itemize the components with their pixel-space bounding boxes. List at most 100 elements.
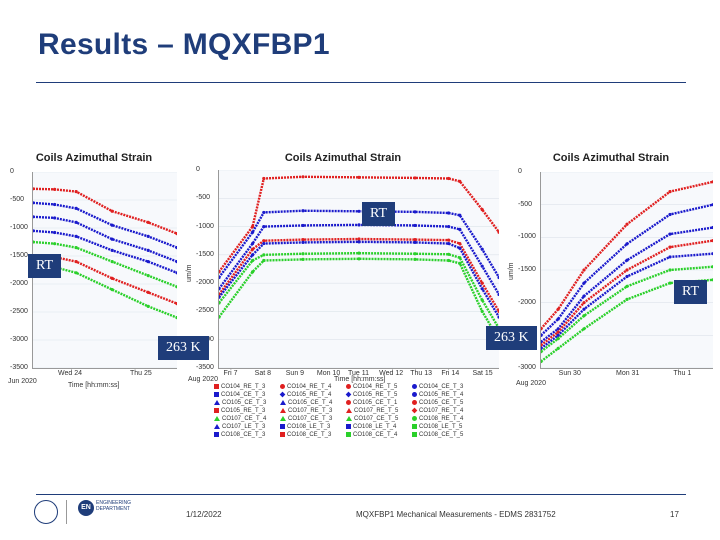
x-tick-label: Fri 7 — [223, 370, 238, 377]
data-point — [480, 298, 484, 302]
legend-label: CO108_CE_T_5 — [419, 432, 464, 439]
data-point — [251, 253, 255, 257]
data-point — [146, 290, 150, 294]
data-point — [668, 268, 672, 272]
legend-marker — [280, 400, 286, 405]
data-point — [74, 246, 78, 250]
data-point — [146, 234, 150, 238]
legend-marker — [346, 416, 352, 421]
y-tick-label: -1500 — [10, 252, 28, 259]
series-line-red — [33, 187, 177, 235]
data-point — [582, 327, 586, 331]
data-point — [53, 202, 57, 207]
data-point — [74, 260, 78, 264]
x-tick-label: Wed 24 — [58, 370, 82, 377]
legend-label: CO105_CE_T_5 — [419, 400, 464, 407]
data-point — [541, 343, 543, 347]
legend-label: CO104_RE_T_4 — [287, 384, 332, 391]
data-point — [33, 240, 35, 244]
series-line-red — [219, 175, 499, 273]
data-point — [447, 258, 451, 263]
data-point — [219, 287, 221, 291]
data-point — [668, 190, 672, 194]
series-line-red — [541, 239, 713, 347]
data-point — [146, 274, 150, 278]
data-point — [541, 327, 543, 331]
data-point — [262, 224, 266, 229]
legend-marker — [280, 432, 285, 437]
data-point — [711, 203, 713, 207]
legend-marker — [280, 384, 285, 389]
legend-label: CO105_CE_T_4 — [288, 400, 333, 407]
legend-item: CO105_CE_T_3 — [214, 400, 266, 406]
data-point — [262, 239, 266, 243]
data-point — [668, 232, 672, 236]
legend-item: CO107_RE_T_4 — [411, 407, 464, 415]
series-line-red — [541, 180, 713, 330]
data-point — [262, 253, 266, 257]
y-axis-label: um/m — [508, 262, 515, 281]
data-point — [33, 201, 35, 205]
data-point — [74, 234, 78, 238]
legend-marker — [412, 432, 417, 437]
data-point — [53, 216, 57, 220]
data-point — [447, 211, 451, 215]
data-point — [413, 237, 417, 242]
chart-legend: CO104_RE_T_3 CO104_RE_T_4 CO104_RE_T_5 CO10… — [214, 384, 474, 440]
data-point — [251, 224, 255, 229]
data-point — [458, 241, 462, 246]
data-point — [541, 340, 543, 344]
legend-item: CO105_CE_T_4 — [280, 400, 332, 406]
legend-label: CO108_LE_T_5 — [419, 424, 463, 431]
data-point — [251, 230, 255, 234]
data-point — [480, 247, 484, 251]
y-tick-label: -500 — [10, 196, 25, 203]
y-tick-label: -2000 — [518, 298, 536, 306]
data-point — [110, 260, 114, 264]
data-point — [251, 241, 255, 246]
legend-label: CO105_RE_T_4 — [419, 392, 464, 399]
data-point — [711, 180, 713, 184]
data-point — [458, 256, 462, 260]
data-point — [582, 281, 586, 285]
data-point — [301, 237, 305, 242]
data-point — [413, 240, 417, 245]
legend-label: CO107_RE_T_4 — [419, 408, 464, 415]
data-point — [625, 284, 629, 288]
data-point — [668, 281, 672, 285]
legend-item: CO104_RE_T_5 — [346, 384, 397, 390]
data-point — [146, 260, 150, 264]
data-point — [33, 187, 35, 191]
series-line-blue — [33, 215, 177, 263]
legend-marker — [345, 391, 352, 398]
legend-item: CO105_RE_T_4 — [279, 391, 331, 398]
data-point — [458, 246, 462, 250]
legend-label: CO107_RE_T_3 — [288, 408, 333, 415]
data-point — [219, 295, 221, 299]
chart-title: Coils Azimuthal Strain — [35, 152, 153, 164]
data-point — [480, 287, 484, 291]
data-point — [625, 297, 629, 301]
plot-svg — [219, 170, 499, 368]
data-point — [497, 309, 499, 314]
data-point — [175, 246, 177, 250]
legend-label: CO108_RE_T_4 — [419, 416, 464, 423]
data-point — [711, 278, 713, 282]
legend-label: CO108_LE_T_3 — [287, 424, 331, 431]
x-tick-label: Thu 25 — [130, 370, 152, 377]
plot-svg — [541, 172, 713, 368]
data-point — [480, 309, 484, 314]
date-start: Jun 2020 — [8, 378, 37, 385]
legend-label: CO107_CE_T_4 — [222, 416, 267, 423]
legend-marker — [280, 408, 286, 413]
data-point — [110, 276, 114, 280]
data-point — [413, 210, 417, 214]
chart-right: Coils Azimuthal Strain um/m 0 -500 -1000 -1… — [506, 150, 716, 390]
data-point — [175, 302, 177, 306]
y-tick-label: 0 — [196, 166, 200, 173]
legend-item: CO104_RE_T_3 — [214, 384, 265, 390]
legend-item: CO108_CE_T_5 — [412, 432, 463, 438]
legend-item: CO105_RE_T_3 — [214, 408, 265, 414]
y-tick-label: -1000 — [196, 222, 214, 230]
legend-item: CO104_CE_T_3 — [412, 384, 463, 390]
